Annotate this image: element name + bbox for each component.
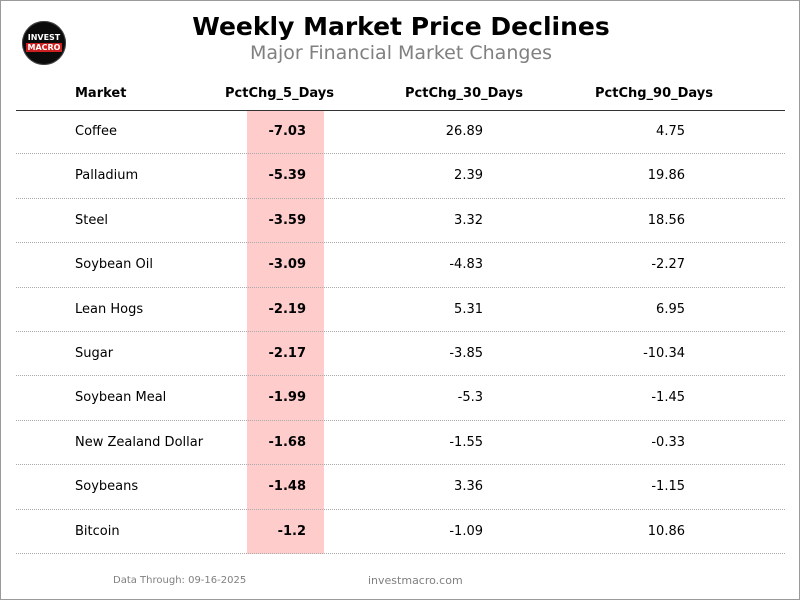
market-cell: Palladium xyxy=(75,168,139,184)
logo-text-macro: MACRO xyxy=(26,43,62,52)
pctchg-5-days-cell: -1.48 xyxy=(268,479,306,495)
pctchg-5-days-highlight xyxy=(247,111,324,554)
pctchg-30-days-cell: 3.32 xyxy=(454,212,483,228)
pctchg-5-days-cell: -2.19 xyxy=(268,301,306,317)
pctchg-30-days-cell: -1.55 xyxy=(449,434,483,450)
table-row: Palladium -5.39 2.39 19.86 xyxy=(16,154,785,199)
market-cell: Coffee xyxy=(75,124,117,139)
table-row: New Zealand Dollar -1.68 -1.55 -0.33 xyxy=(16,421,785,466)
pctchg-90-days-cell: -1.15 xyxy=(651,479,685,495)
pctchg-30-days-cell: 26.89 xyxy=(445,124,483,139)
pctchg-30-days-cell: -3.85 xyxy=(449,345,483,361)
pctchg-30-days-cell: 5.31 xyxy=(454,301,483,317)
pctchg-5-days-cell: -3.09 xyxy=(268,257,306,273)
table-row: Sugar -2.17 -3.85 -10.34 xyxy=(16,332,785,377)
market-cell: Lean Hogs xyxy=(75,301,144,317)
pctchg-5-days-cell: -5.39 xyxy=(268,168,306,184)
chart-title: Weekly Market Price Declines xyxy=(192,12,610,41)
pctchg-5-days-cell: -2.17 xyxy=(268,345,306,361)
table-row: Lean Hogs -2.19 5.31 6.95 xyxy=(16,288,785,332)
market-cell: Soybean Meal xyxy=(75,390,167,406)
market-cell: Soybeans xyxy=(75,479,139,495)
table-row: Soybean Oil -3.09 -4.83 -2.27 xyxy=(16,243,785,288)
pctchg-90-days-cell: -10.34 xyxy=(643,345,685,361)
footer-site: investmacro.com xyxy=(368,574,463,587)
column-header-pctchg-5-days: PctChg_5_Days xyxy=(225,86,334,101)
column-header-market: Market xyxy=(75,86,127,101)
column-header-pctchg-30-days: PctChg_30_Days xyxy=(405,86,524,101)
pctchg-5-days-cell: -1.2 xyxy=(277,523,306,539)
pctchg-90-days-cell: 18.56 xyxy=(647,212,685,228)
market-cell: New Zealand Dollar xyxy=(75,434,204,450)
market-cell: Soybean Oil xyxy=(75,257,153,273)
data-through-label: Data Through: 09-16-2025 xyxy=(113,575,247,586)
table-row: Bitcoin -1.2 -1.09 10.86 xyxy=(16,510,785,554)
pctchg-30-days-cell: -5.3 xyxy=(457,390,483,406)
pctchg-5-days-cell: -3.59 xyxy=(268,212,306,228)
pctchg-90-days-cell: -0.33 xyxy=(651,434,685,450)
pctchg-30-days-cell: -1.09 xyxy=(449,523,483,539)
market-cell: Sugar xyxy=(75,345,114,361)
table-row: Soybean Meal -1.99 -5.3 -1.45 xyxy=(16,376,785,421)
investmacro-logo: INVEST MACRO xyxy=(22,21,66,65)
header-divider xyxy=(16,110,785,111)
pctchg-30-days-cell: 2.39 xyxy=(454,168,483,184)
logo-text-invest: INVEST xyxy=(27,33,61,42)
pctchg-5-days-cell: -1.99 xyxy=(268,390,306,406)
pctchg-30-days-cell: -4.83 xyxy=(449,257,483,273)
market-cell: Steel xyxy=(75,212,108,228)
pctchg-5-days-cell: -1.68 xyxy=(268,434,306,450)
pctchg-30-days-cell: 3.36 xyxy=(454,479,483,495)
table-body: Coffee -7.03 26.89 4.75 Palladium -5.39 2.39 19… xyxy=(16,110,785,554)
market-cell: Bitcoin xyxy=(75,523,120,539)
pctchg-90-days-cell: -2.27 xyxy=(651,257,685,273)
pctchg-90-days-cell: 4.75 xyxy=(656,124,685,139)
chart-subtitle: Major Financial Market Changes xyxy=(249,42,553,64)
column-header-pctchg-90-days: PctChg_90_Days xyxy=(595,86,714,101)
pctchg-90-days-cell: 6.95 xyxy=(656,301,685,317)
table-row: Steel -3.59 3.32 18.56 xyxy=(16,199,785,244)
table-row: Coffee -7.03 26.89 4.75 xyxy=(16,110,785,155)
pctchg-90-days-cell: -1.45 xyxy=(651,390,685,406)
pctchg-90-days-cell: 10.86 xyxy=(647,523,685,539)
table-row: Soybeans -1.48 3.36 -1.15 xyxy=(16,465,785,510)
pctchg-5-days-cell: -7.03 xyxy=(268,124,306,139)
pctchg-90-days-cell: 19.86 xyxy=(647,168,685,184)
